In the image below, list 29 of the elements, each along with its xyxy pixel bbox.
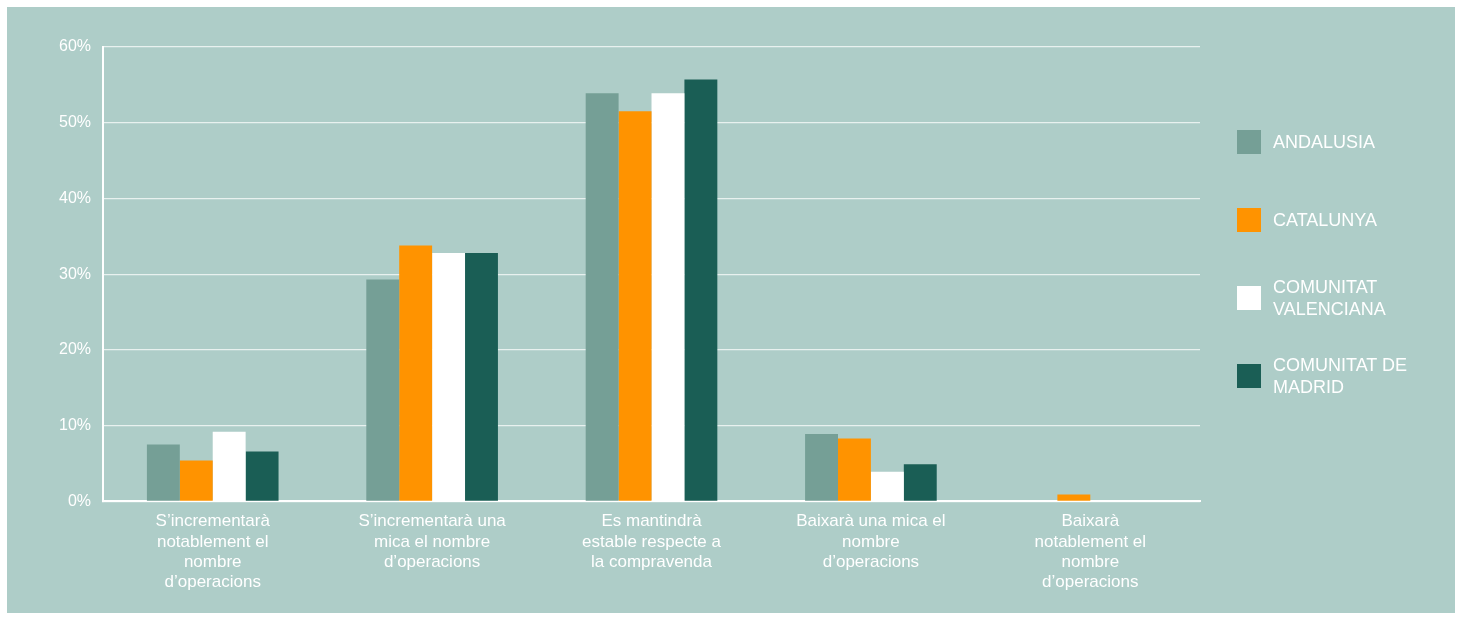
y-tick-label: 60% xyxy=(58,37,92,55)
x-tick-label: S’incrementarà notablement el nombre d’operacions xyxy=(155,511,271,592)
legend-label: CATALUNYA xyxy=(1273,209,1379,231)
bar xyxy=(838,438,871,501)
legend-label: ANDALUSIA xyxy=(1273,131,1377,153)
legend-label: COMUNITAT DE MADRID xyxy=(1273,354,1408,398)
y-tick-label: 50% xyxy=(58,113,92,131)
x-tick-label: Baixarà notablement el nombre d’operacions xyxy=(1034,511,1147,592)
bar xyxy=(146,444,180,501)
y-tick-label: 30% xyxy=(58,264,92,282)
y-tick-label: 40% xyxy=(58,188,92,206)
bar xyxy=(245,451,279,501)
bar xyxy=(805,434,838,501)
bar xyxy=(684,79,718,501)
bar xyxy=(585,93,619,501)
bar xyxy=(1057,494,1091,501)
bar xyxy=(465,253,498,501)
x-tick-label: Baixarà una mica el nombre d’operacions xyxy=(796,511,946,572)
y-tick-label: 0% xyxy=(67,491,92,509)
bar xyxy=(399,245,433,501)
bar xyxy=(179,460,213,501)
y-tick-label: 20% xyxy=(58,340,92,358)
legend-label: COMUNITAT VALENCIANA xyxy=(1273,276,1387,320)
x-tick-label: S’incrementarà una mica el nombre d’operacions xyxy=(358,511,507,572)
bar xyxy=(366,279,400,501)
x-tick-label: Es mantindrà estable respecte a la compravenda xyxy=(582,511,722,572)
bar xyxy=(618,111,652,501)
bar xyxy=(903,464,937,501)
y-tick-label: 10% xyxy=(58,416,92,434)
